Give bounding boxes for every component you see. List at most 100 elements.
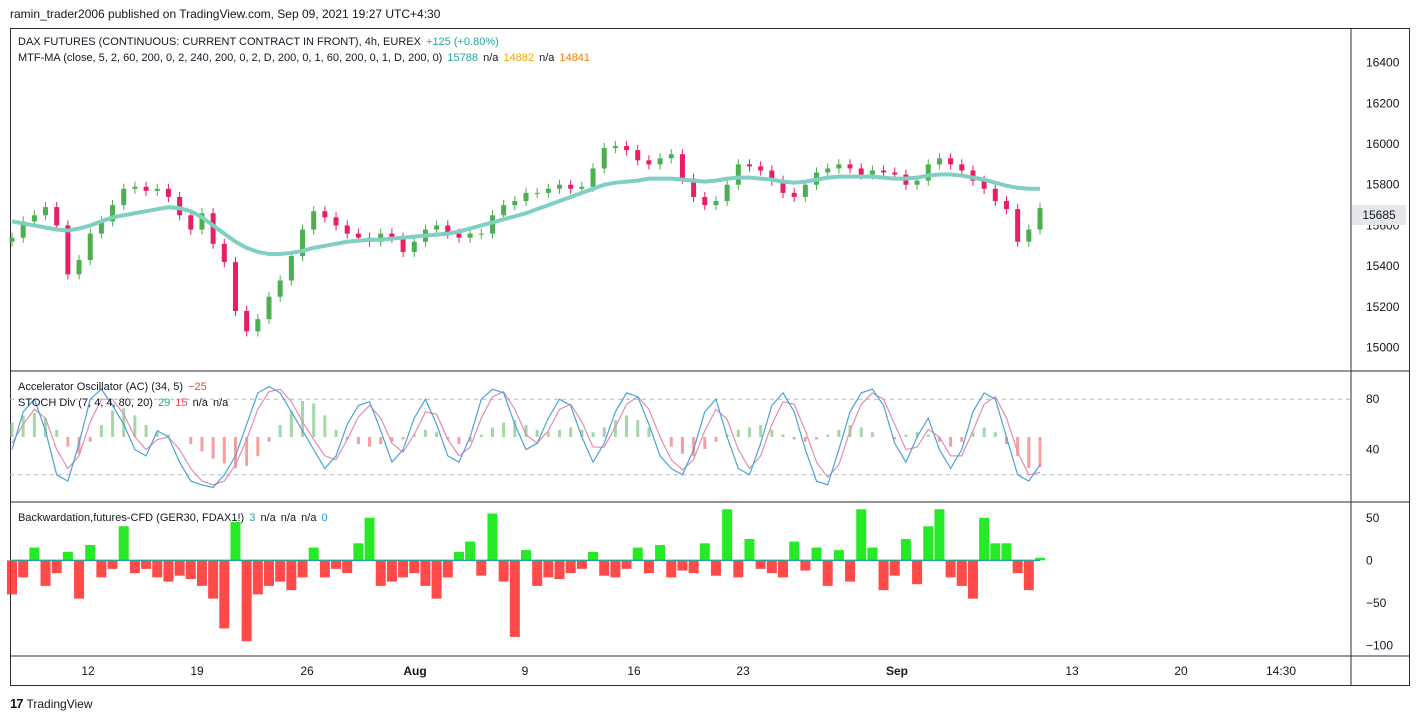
backwardation-legend[interactable]: Backwardation,futures-CFD (GER30, FDAX1!…	[18, 510, 330, 526]
oscillator-pane[interactable]	[10, 385, 1351, 489]
backwardation-bar	[398, 560, 409, 578]
candle-body	[668, 154, 674, 159]
candle-body	[311, 211, 317, 230]
candle-body	[948, 158, 954, 165]
candle-body	[266, 296, 272, 320]
price-tick-label: 16400	[1366, 56, 1400, 70]
candle-body	[702, 196, 708, 206]
ind-value-3: 14882	[503, 52, 535, 64]
backwardation-tick-label: 50	[1366, 511, 1380, 525]
candle-body	[825, 168, 831, 173]
ind-value-2: n/a	[483, 52, 499, 64]
candle-body	[959, 164, 965, 171]
time-tick-label: 13	[1065, 664, 1079, 678]
candle-body	[523, 192, 529, 202]
footer[interactable]: 17 TradingView	[10, 696, 93, 711]
backwardation-bar	[264, 560, 274, 586]
candle-body	[735, 164, 741, 185]
backwardation-bar	[554, 560, 565, 580]
backwardation-bar	[923, 526, 934, 561]
candle-body	[679, 154, 685, 179]
candle-body	[657, 158, 663, 165]
candle-body	[322, 211, 328, 218]
backwardation-bar	[744, 539, 755, 561]
backwardation-bar	[766, 560, 777, 574]
time-tick-label: 26	[300, 664, 314, 678]
stoch-d-value: 15	[175, 397, 188, 409]
candle-body	[277, 280, 283, 297]
backwardation-bar	[610, 560, 621, 578]
candle-body	[467, 233, 473, 238]
backwardation-bar	[967, 560, 978, 599]
stoch-d-line	[11, 388, 1041, 486]
candle-body	[512, 201, 518, 206]
candle-body	[288, 256, 294, 281]
candle-body	[43, 207, 49, 216]
backwardation-bar	[811, 547, 822, 561]
backwardation-bar	[286, 560, 297, 591]
candle-body	[121, 188, 127, 206]
backwardation-bar	[51, 560, 62, 574]
candle-body	[76, 260, 82, 275]
candle-body	[445, 225, 451, 234]
backwardation-bar	[431, 560, 442, 599]
candle-body	[355, 233, 361, 238]
time-tick-label: 19	[190, 664, 204, 678]
backwardation-bar	[107, 560, 118, 569]
osc-legend[interactable]: Accelerator Oscillator (AC) (34, 5) −25 …	[18, 379, 230, 411]
candle-body	[601, 148, 607, 169]
candle-body	[132, 186, 138, 189]
main-pane[interactable]	[9, 140, 1043, 337]
backwardation-bar	[643, 560, 654, 574]
candle-body	[389, 233, 395, 238]
backwardation-bar	[722, 509, 733, 561]
candle-body	[110, 205, 116, 222]
backwardation-bar	[498, 560, 509, 582]
backwardation-bar	[1012, 560, 1023, 574]
candle-body	[98, 221, 104, 234]
stoch-na-2: n/a	[212, 397, 229, 409]
candle-body	[1015, 209, 1021, 242]
back-value-3: n/a	[280, 512, 297, 524]
candle-body	[925, 164, 931, 181]
stoch-label: STOCH Div (7, 4, 4, 80, 20)	[18, 397, 153, 409]
backwardation-bar	[789, 541, 800, 561]
candle-body	[646, 160, 652, 165]
backwardation-bar	[465, 541, 476, 561]
ind-value-5: 14841	[559, 52, 591, 64]
backwardation-bar	[442, 560, 453, 578]
candle-body	[612, 146, 618, 149]
candle-body	[981, 180, 987, 189]
backwardation-bar	[521, 550, 531, 561]
indicator-name: MTF-MA (close, 5, 2, 60, 200, 0, 2, 240,…	[18, 52, 443, 64]
candle-body	[624, 146, 630, 151]
backwardation-bar	[487, 513, 498, 561]
backwardation-bar	[219, 560, 230, 629]
backwardation-pane[interactable]	[7, 509, 1045, 642]
candle-body	[344, 225, 350, 234]
candle-body	[378, 233, 384, 242]
main-legend[interactable]: DAX FUTURES (CONTINUOUS: CURRENT CONTRAC…	[18, 34, 592, 66]
candle-body	[177, 196, 183, 216]
backwardation-bar	[632, 547, 643, 561]
ind-value-1: 15788	[447, 52, 479, 64]
backwardation-bar	[1035, 557, 1045, 561]
candle-body	[1037, 208, 1043, 230]
backwardation-bar	[453, 551, 464, 561]
price-tick-label: 16000	[1366, 137, 1400, 151]
backwardation-bar	[196, 560, 207, 586]
candle-body	[244, 310, 250, 332]
backwardation-bar	[241, 560, 252, 642]
time-tick-label: 14:30	[1266, 664, 1296, 678]
backwardation-bar	[878, 560, 889, 591]
tradingview-logo-icon: 17	[10, 696, 24, 711]
time-tick-label: 16	[627, 664, 641, 678]
ac-value: −25	[188, 381, 207, 393]
chart-frame[interactable]	[10, 28, 1410, 686]
price-tick-label: 15400	[1366, 259, 1400, 273]
candle-body	[31, 215, 37, 222]
candle-body	[769, 170, 775, 181]
backwardation-bar	[29, 547, 40, 561]
candle-body	[501, 205, 507, 216]
